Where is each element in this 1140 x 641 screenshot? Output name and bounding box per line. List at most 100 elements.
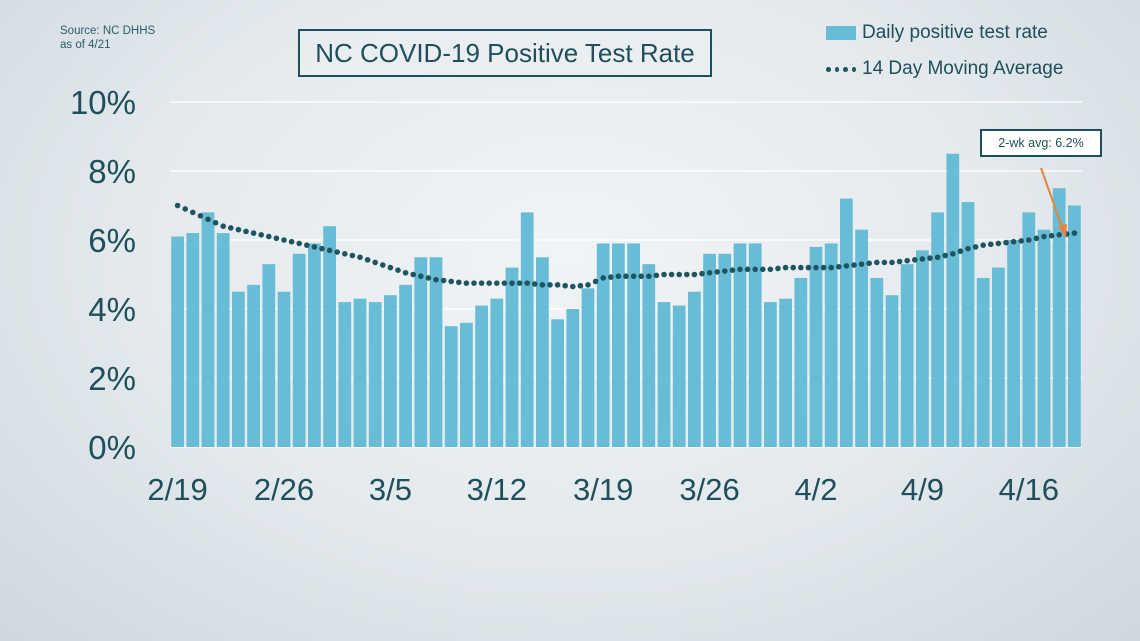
average-dot (463, 280, 470, 286)
chart-title-text: NC COVID-19 Positive Test Rate (315, 37, 695, 68)
bar (992, 267, 1005, 447)
average-dot (866, 260, 872, 267)
average-dot (706, 269, 713, 276)
average-callout: 2-wk avg: 6.2% (980, 129, 1102, 157)
average-dot (197, 213, 204, 219)
bar (460, 322, 473, 447)
average-dot (904, 257, 910, 264)
y-axis-ticks: 0% 2% 4% 6% 8% 10% (70, 84, 136, 466)
average-dot (547, 282, 553, 288)
bar (916, 250, 929, 447)
arrow-line (1040, 167, 1063, 228)
average-callout-text: 2-wk avg: 6.2% (998, 136, 1084, 150)
bar (536, 257, 549, 447)
y-tick-label: 8% (88, 153, 136, 190)
average-dot (950, 251, 956, 257)
x-tick-label: 3/26 (679, 472, 739, 507)
average-dot (767, 266, 774, 273)
average-dot (174, 202, 181, 209)
average-dot (942, 252, 948, 259)
bar (520, 212, 534, 447)
average-dot (646, 273, 652, 280)
arrow-head (1058, 224, 1067, 238)
average-dot (311, 244, 318, 250)
average-dot (372, 259, 379, 266)
average-dot (532, 281, 538, 287)
average-dot (608, 274, 614, 280)
bar (672, 305, 686, 447)
average-dot (281, 237, 287, 243)
average-dot (760, 266, 766, 273)
average-dot (782, 264, 789, 271)
average-dot (828, 264, 834, 271)
legend-dots-swatch (826, 66, 856, 72)
average-dot (1048, 232, 1055, 239)
bars (171, 153, 1081, 447)
bar (566, 309, 580, 447)
average-dot (577, 282, 584, 289)
average-dot (562, 282, 568, 289)
bar (216, 233, 230, 447)
average-dot (737, 266, 743, 273)
source-note: Source: NC DHHS as of 4/21 (60, 24, 155, 52)
average-dot (744, 266, 751, 273)
bar (232, 291, 245, 447)
bar (718, 253, 732, 447)
bar (551, 319, 564, 447)
bar (703, 253, 716, 447)
bar (794, 277, 808, 447)
bar (475, 305, 488, 447)
x-tick-label: 4/9 (901, 472, 944, 507)
bar (353, 298, 367, 447)
bar (809, 246, 823, 447)
average-dot (266, 233, 272, 240)
average-dot (858, 261, 865, 267)
bar (308, 243, 321, 447)
average-dot (630, 273, 637, 280)
bar (1007, 240, 1020, 447)
y-tick-label: 4% (88, 291, 136, 328)
callout-arrow (1040, 167, 1067, 238)
legend-line-label: 14 Day Moving Average (862, 58, 1064, 79)
average-dot (288, 238, 295, 245)
bar (855, 229, 868, 447)
average-dot (478, 280, 485, 286)
average-dot (190, 209, 196, 216)
average-dot (729, 267, 736, 273)
average-dot (995, 240, 1002, 247)
average-dot (509, 280, 515, 286)
bar (900, 264, 914, 447)
average-dot (623, 273, 629, 280)
average-dot (273, 235, 280, 242)
source-line: Source: NC DHHS (60, 25, 156, 37)
bar (338, 302, 352, 447)
average-dot (874, 259, 880, 266)
average-dot (752, 266, 758, 273)
average-dot (600, 275, 606, 281)
bar (627, 243, 640, 447)
y-tick-label: 2% (88, 360, 136, 397)
bar (414, 257, 428, 447)
average-dot (380, 262, 386, 268)
average-dot (220, 223, 226, 229)
bar (1068, 205, 1081, 447)
bar (429, 257, 443, 447)
x-tick-label: 4/2 (794, 472, 837, 507)
bar (201, 212, 215, 447)
bar (247, 284, 260, 447)
average-dot (471, 280, 477, 286)
average-dot (699, 270, 705, 277)
average-dot (988, 241, 994, 248)
bar (748, 243, 762, 447)
average-dot (798, 264, 804, 271)
average-dot (570, 283, 576, 290)
legend-item-bars: Daily positive test rate (826, 20, 1063, 46)
average-dot (843, 263, 850, 269)
bar (824, 243, 838, 447)
bar (384, 295, 397, 447)
average-dot (691, 271, 698, 278)
legend-bar-swatch (826, 26, 856, 40)
average-dot (638, 273, 644, 280)
average-dot (205, 216, 211, 223)
as-of-line: as of 4/21 (60, 39, 111, 51)
